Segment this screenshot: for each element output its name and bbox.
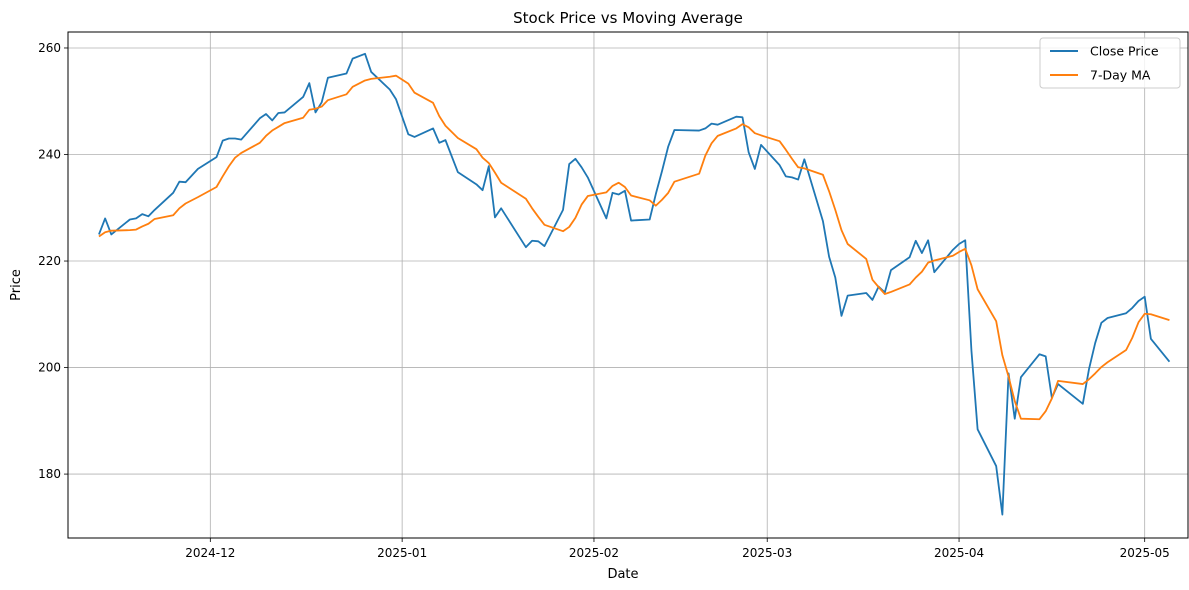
x-tick-label: 2025-02 bbox=[569, 546, 619, 560]
legend-label-close-price: Close Price bbox=[1090, 44, 1159, 59]
x-tick-label: 2025-04 bbox=[934, 546, 984, 560]
x-tick-label: 2024-12 bbox=[185, 546, 235, 560]
series-lines bbox=[98, 52, 1171, 516]
x-tick-label: 2025-01 bbox=[377, 546, 427, 560]
series-line-7-day-ma bbox=[98, 74, 1170, 421]
plot-frame bbox=[67, 31, 1189, 539]
x-axis-label: Date bbox=[607, 567, 638, 582]
y-tick-label: 240 bbox=[38, 148, 61, 162]
grid bbox=[68, 32, 1188, 538]
x-tick-label: 2025-03 bbox=[742, 546, 792, 560]
y-tick-label: 260 bbox=[38, 41, 61, 55]
x-axis-ticks: 2024-12 2025-01 2025-02 2025-03 2025-04 2025-… bbox=[185, 538, 1170, 560]
chart-title: Stock Price vs Moving Average bbox=[513, 9, 743, 27]
y-axis-ticks: 180 200 220 240 260 bbox=[38, 41, 68, 481]
y-tick-label: 180 bbox=[38, 467, 61, 481]
series-line-close-price bbox=[98, 52, 1171, 516]
x-tick-label: 2025-05 bbox=[1120, 546, 1170, 560]
legend: Close Price 7-Day MA bbox=[1039, 37, 1181, 89]
legend-label-7-day-ma: 7-Day MA bbox=[1090, 68, 1151, 83]
y-tick-label: 200 bbox=[38, 361, 61, 375]
y-tick-label: 220 bbox=[38, 254, 61, 268]
y-axis-label: Price bbox=[9, 269, 24, 301]
